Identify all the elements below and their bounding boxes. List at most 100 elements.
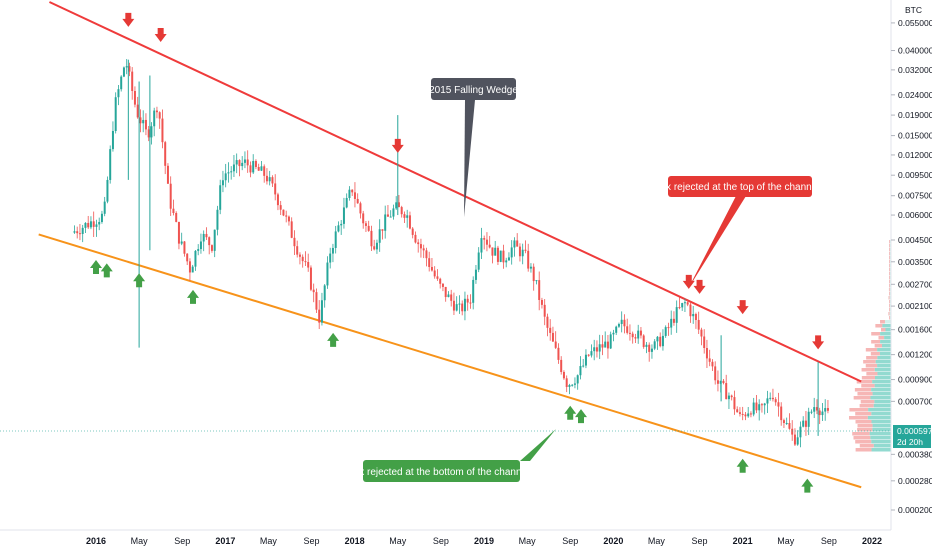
candle-body — [208, 237, 211, 246]
time-tick-label: 2019 — [474, 536, 494, 546]
candle — [78, 224, 81, 241]
candle — [628, 324, 631, 341]
candle — [155, 106, 158, 119]
volume-profile-bar — [855, 440, 872, 444]
candle-body — [359, 203, 362, 214]
volume-profile-bar — [889, 252, 891, 256]
callout-bottom-rejections-pointer — [520, 429, 556, 461]
volume-profile-bar — [873, 444, 891, 448]
candle-body — [686, 302, 689, 305]
candle-body — [419, 244, 422, 249]
candle-body — [400, 207, 403, 215]
candle — [711, 359, 714, 372]
candle — [463, 291, 466, 321]
candle — [796, 430, 799, 446]
candle-body — [645, 344, 648, 347]
candle — [540, 297, 543, 309]
candle-body — [238, 160, 241, 167]
candle-body — [584, 354, 587, 366]
candle-body — [565, 378, 568, 387]
volume-profile-bar — [859, 404, 874, 408]
candle — [491, 247, 494, 264]
volume-profile-bar — [889, 312, 891, 316]
candle — [659, 332, 662, 348]
candle-body — [241, 162, 244, 167]
volume-profile-bar — [889, 316, 891, 320]
candle — [367, 220, 370, 232]
candle — [133, 86, 136, 108]
candle — [221, 170, 224, 193]
candle-body — [254, 161, 257, 167]
candle — [727, 392, 730, 410]
candle-body — [232, 164, 235, 172]
volume-profile-bar — [871, 332, 881, 336]
candle — [230, 166, 233, 180]
candle — [469, 294, 472, 309]
candle-body — [441, 283, 444, 287]
candle — [260, 160, 263, 172]
volume-profile-bar — [889, 264, 891, 268]
candle — [87, 215, 90, 229]
candle-body — [287, 216, 290, 222]
candle — [293, 230, 296, 256]
candle — [166, 163, 169, 184]
candle-body — [114, 97, 117, 132]
candle-body — [455, 304, 458, 311]
candle — [400, 205, 403, 218]
candle-body — [436, 276, 439, 279]
candle-body — [716, 380, 719, 384]
volume-profile-bar — [877, 372, 891, 376]
candle-body — [667, 327, 670, 329]
candle — [103, 196, 106, 217]
candle-body — [793, 434, 796, 445]
candle-body — [433, 270, 436, 277]
volume-profile-bar — [857, 424, 873, 428]
candle-body — [513, 240, 516, 248]
candle — [287, 215, 290, 226]
top-rejection-arrow-icon — [122, 12, 135, 27]
candle-body — [175, 212, 178, 222]
candle — [216, 205, 219, 236]
volume-profile-bar — [889, 316, 890, 320]
candle-body — [648, 344, 651, 352]
time-tick-label: 2016 — [86, 536, 106, 546]
candle-body — [634, 337, 637, 339]
candle — [777, 392, 780, 417]
candle — [436, 269, 439, 281]
candle-body — [136, 104, 139, 118]
candle — [760, 403, 763, 413]
time-tick-label: Sep — [433, 536, 449, 546]
candle-body — [582, 365, 585, 367]
candle-body — [730, 395, 733, 398]
candle-body — [813, 407, 816, 412]
volume-profile-bar — [869, 432, 891, 436]
candle-body — [219, 185, 222, 210]
last-price-badge — [893, 425, 931, 448]
candle — [758, 399, 761, 421]
candle-body — [153, 110, 156, 127]
candle-body — [169, 183, 172, 209]
candle-body — [631, 333, 634, 338]
candle-body — [318, 309, 321, 323]
candle — [725, 374, 728, 400]
candle — [474, 265, 477, 284]
volume-profile-bar — [857, 428, 873, 432]
candle-body — [84, 222, 87, 228]
candle-body — [444, 286, 447, 298]
candle-body — [78, 233, 81, 235]
volume-profile-bar — [855, 448, 872, 452]
volume-profile-bar — [860, 400, 875, 404]
candle — [518, 243, 521, 262]
candle — [653, 339, 656, 351]
candle — [122, 66, 125, 78]
candle — [510, 240, 513, 265]
candle — [730, 394, 733, 401]
volume-profile-bar — [889, 284, 890, 288]
candle-body — [543, 304, 546, 317]
candle — [656, 335, 659, 350]
volume-profile-bar — [889, 284, 891, 288]
time-tick-label: 2022 — [862, 536, 882, 546]
